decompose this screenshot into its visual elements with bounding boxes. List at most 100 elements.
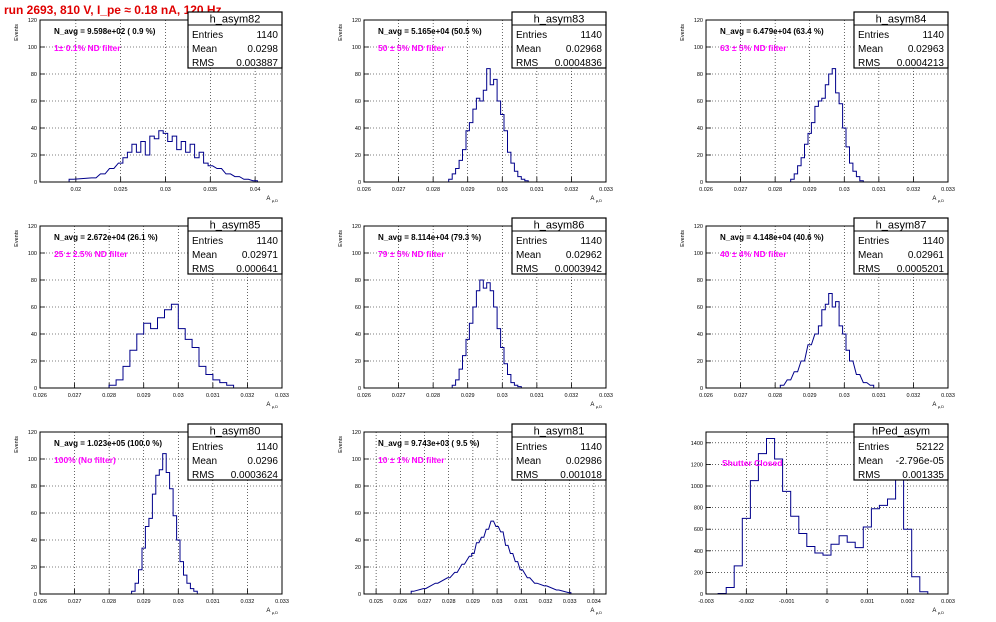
stats-box [511, 217, 607, 275]
y-tick-label: 20 [355, 565, 361, 571]
y-tick-label: 40 [355, 538, 361, 544]
histogram-outline [779, 293, 875, 388]
histogram-panel-h_asym85: 0 20 40 60 80 100 120 0.026 0.027 0.028 0.029 0.03 0… [14, 217, 289, 409]
x-tick-label: 0.03 [839, 187, 850, 193]
y-tick-label: 80 [355, 72, 361, 78]
stats-value: 0.000641 [236, 264, 278, 275]
x-tick-label: 0.03 [497, 187, 508, 193]
x-tick-label: 0.032 [565, 187, 579, 193]
plot-frame [705, 19, 949, 183]
histogram-outline [68, 130, 258, 182]
stats-value: 0.0298 [247, 44, 278, 55]
stats-key: Mean [858, 456, 883, 467]
y-tick-label: 60 [355, 511, 361, 517]
navg-label: N_avg = 2.672e+04 (26.1 %) [54, 233, 158, 242]
plot-frame [705, 225, 949, 389]
histogram-panel-h_asym82: 0 20 40 60 80 100 120 0.02 0.025 0.03 0.035 0.04 Eve… [14, 11, 283, 203]
stats-box [187, 217, 283, 275]
y-tick-label: 20 [31, 359, 37, 365]
x-tick-label: 0.026 [33, 599, 47, 605]
stats-value: 1140 [922, 30, 944, 41]
x-axis-label: A μ,D [932, 402, 944, 409]
x-tick-label: 0.04 [250, 187, 261, 193]
x-tick-label: 0.028 [426, 393, 440, 399]
x-tick-label: 0.027 [392, 187, 406, 193]
stats-key: Entries [858, 30, 889, 41]
x-tick-label: 0.028 [768, 187, 782, 193]
stats-key: RMS [516, 264, 539, 275]
stats-key: RMS [516, 58, 539, 69]
stats-value: 1140 [580, 442, 602, 453]
filter-annotation: 50 ± 5% ND filter [378, 43, 445, 53]
y-tick-label: 120 [694, 224, 703, 230]
histogram-outline [410, 520, 572, 594]
x-tick-label: 0.003 [941, 599, 955, 605]
stats-key: RMS [192, 470, 215, 481]
y-tick-label: 120 [28, 430, 37, 436]
x-axis-label: A μ,D [266, 196, 278, 203]
y-tick-label: 120 [694, 18, 703, 24]
histogram-outline [717, 438, 929, 594]
stats-title: h_asym84 [876, 14, 927, 26]
stats-title: h_asym83 [534, 14, 585, 26]
y-tick-label: 40 [697, 126, 703, 132]
stats-key: RMS [858, 470, 881, 481]
stats-value: 0.02962 [566, 250, 603, 261]
histogram-outline [108, 303, 235, 388]
x-tick-label: 0.033 [599, 393, 613, 399]
stats-value: -2.796e-05 [896, 456, 945, 467]
y-tick-label: 40 [31, 538, 37, 544]
y-tick-label: 80 [697, 72, 703, 78]
x-tick-label: 0.027 [734, 187, 748, 193]
x-tick-label: 0.033 [275, 393, 289, 399]
navg-label: N_avg = 4.148e+04 (40.6 %) [720, 233, 824, 242]
y-tick-label: 1000 [691, 484, 703, 490]
stats-title: h_asym86 [534, 220, 585, 232]
x-tick-label: 0.031 [872, 187, 886, 193]
stats-value: 0.02963 [908, 44, 945, 55]
x-tick-label: 0.03 [839, 393, 850, 399]
y-tick-label: 40 [697, 332, 703, 338]
y-tick-label: 40 [355, 332, 361, 338]
filter-annotation: 25 ± 2.5% ND filter [54, 249, 128, 259]
stats-key: Entries [516, 30, 547, 41]
y-tick-label: 80 [355, 484, 361, 490]
y-tick-label: 100 [352, 45, 361, 51]
y-tick-label: 120 [352, 430, 361, 436]
plot-frame [39, 19, 283, 183]
x-tick-label: 0.031 [530, 187, 544, 193]
y-tick-label: 40 [31, 332, 37, 338]
stats-box [511, 423, 607, 481]
stats-value: 0.001335 [902, 470, 944, 481]
stats-title: h_asym82 [210, 14, 261, 26]
y-axis-label: Events [338, 24, 344, 41]
stats-key: Mean [858, 44, 883, 55]
y-tick-label: 100 [694, 45, 703, 51]
x-tick-label: 0.033 [941, 187, 955, 193]
stats-key: Entries [192, 30, 223, 41]
y-tick-label: 20 [355, 359, 361, 365]
stats-value: 0.0004836 [555, 58, 603, 69]
x-axis-label: A μ,D [266, 402, 278, 409]
navg-label: N_avg = 5.165e+04 (50.5 %) [378, 27, 482, 36]
run-title: run 2693, 810 V, I_pe ≈ 0.18 nA, 120 Hz [4, 3, 222, 17]
histogram-panel-h_asym80: 0 20 40 60 80 100 120 0.026 0.027 0.028 0.029 0.03 0… [14, 423, 289, 615]
stats-value: 0.02961 [908, 250, 945, 261]
x-tick-label: 0.025 [114, 187, 128, 193]
x-tick-label: 0.026 [699, 393, 713, 399]
x-tick-label: 0.027 [734, 393, 748, 399]
y-tick-label: 20 [697, 153, 703, 159]
plot-frame [363, 225, 607, 389]
navg-label: N_avg = 8.114e+04 (79.3 %) [378, 233, 482, 242]
stats-box [187, 11, 283, 69]
y-tick-label: 120 [28, 224, 37, 230]
stats-value: 1140 [580, 30, 602, 41]
histogram-outline [451, 279, 522, 388]
y-tick-label: 0 [34, 180, 37, 186]
x-tick-label: 0.032 [539, 599, 553, 605]
x-axis-label: A μ,D [590, 402, 602, 409]
x-tick-label: 0.03 [492, 599, 503, 605]
x-tick-label: 0.028 [102, 393, 116, 399]
x-tick-label: 0.025 [369, 599, 383, 605]
x-tick-label: -0.002 [739, 599, 755, 605]
